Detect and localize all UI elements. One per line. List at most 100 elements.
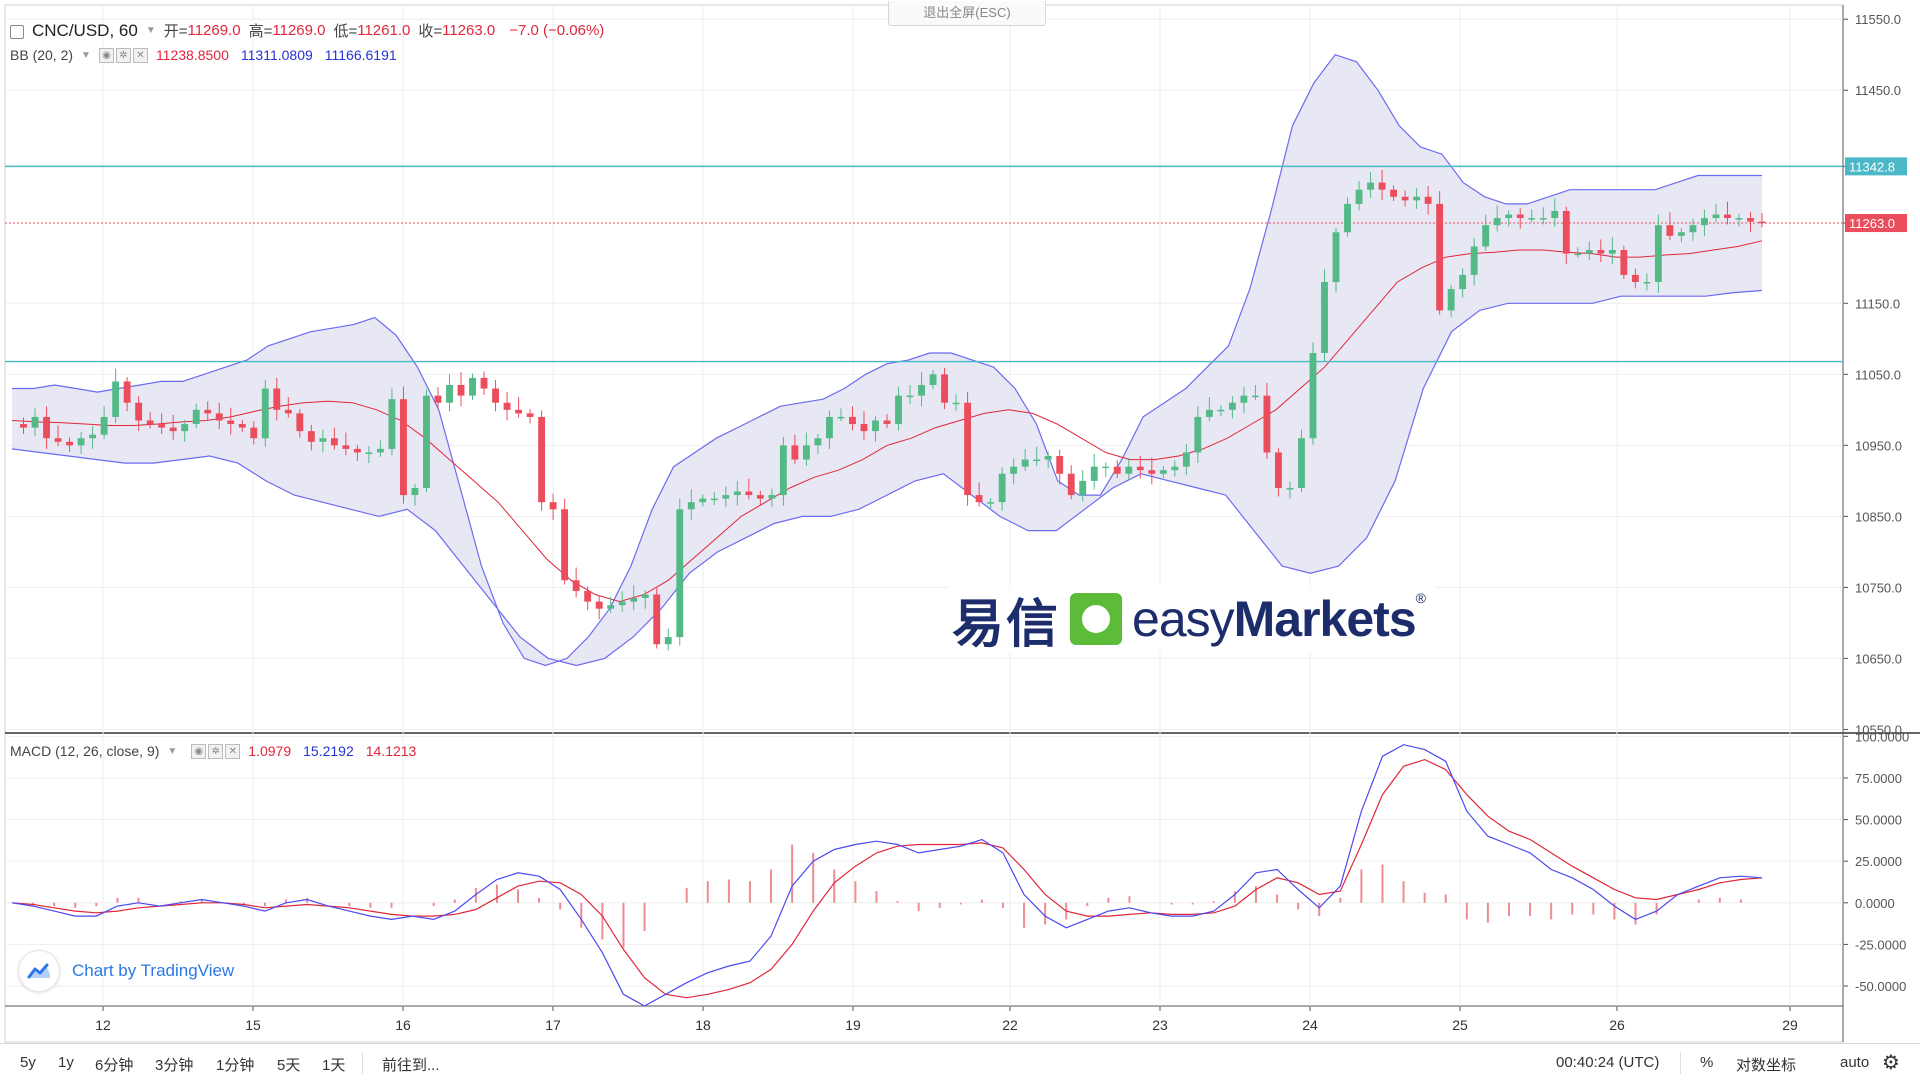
macd-line xyxy=(11,744,1763,1007)
eye-icon[interactable]: ◉ xyxy=(98,47,114,63)
macd-label[interactable]: MACD (12, 26, close, 9) xyxy=(10,743,160,759)
range-1d-button[interactable]: 1天 xyxy=(322,1057,346,1074)
candle-body xyxy=(66,441,73,446)
candle-body xyxy=(722,495,730,499)
percent-toggle[interactable]: % xyxy=(1700,1054,1714,1071)
chart-frame xyxy=(4,4,1844,1043)
close-icon[interactable]: ✕ xyxy=(132,47,148,63)
macd-signal-value: 14.1213 xyxy=(365,743,417,759)
candle-body xyxy=(1205,409,1213,417)
eye-icon[interactable]: ◉ xyxy=(191,743,207,759)
candle-body xyxy=(595,601,603,609)
clock-time[interactable]: 00:40:24 (UTC) xyxy=(1556,1054,1660,1071)
macd-signal-line xyxy=(11,758,1763,999)
x-tick-label: 15 xyxy=(245,1017,261,1033)
close-value: 11263.0 xyxy=(442,22,496,39)
x-tick-label: 25 xyxy=(1452,1017,1468,1033)
low-value: 11261.0 xyxy=(357,22,411,39)
tradingview-badge-label[interactable]: Chart by TradingView xyxy=(72,961,235,980)
x-tick-label: 12 xyxy=(95,1017,111,1033)
range-1min-button[interactable]: 1分钟 xyxy=(216,1057,255,1074)
y-tick-label: 10550.0 xyxy=(1855,722,1902,737)
bb-upper-line xyxy=(12,53,1762,667)
range-5y-button[interactable]: 5y xyxy=(20,1054,36,1071)
open-label: 开= xyxy=(163,23,188,40)
low-label: 低= xyxy=(333,23,358,40)
candle-body xyxy=(1113,466,1121,474)
candle-body xyxy=(457,384,465,396)
candle-body xyxy=(515,409,523,414)
auto-scale-toggle[interactable]: auto xyxy=(1840,1054,1870,1071)
candle-body xyxy=(745,491,753,496)
candle-body xyxy=(1459,274,1467,290)
candle-body xyxy=(1528,218,1536,220)
candle-body xyxy=(1735,218,1743,220)
candle-body xyxy=(1378,182,1386,190)
chevron-down-icon[interactable]: ▼ xyxy=(145,25,156,36)
y-tick-label: 10650.0 xyxy=(1855,651,1902,666)
candle-body xyxy=(918,384,925,396)
candle-body xyxy=(1424,196,1432,204)
candle-body xyxy=(1654,225,1662,282)
y-tick-label: 11150.0 xyxy=(1855,296,1900,311)
tradingview-badge[interactable]: Chart by TradingView xyxy=(18,950,234,992)
candle-body xyxy=(469,377,476,396)
range-3min-button[interactable]: 3分钟 xyxy=(155,1057,194,1074)
candle-body xyxy=(54,438,62,442)
goto-date-button[interactable]: 前往到... xyxy=(382,1057,440,1074)
candle-body xyxy=(158,424,166,428)
macd-legend: MACD (12, 26, close, 9) ▼ ◉ ✲ ✕ 1.0979 1… xyxy=(10,743,416,759)
collapse-icon[interactable] xyxy=(10,24,24,39)
gear-icon[interactable]: ✲ xyxy=(115,47,131,63)
bb-label[interactable]: BB (20, 2) xyxy=(10,47,74,63)
range-1y-button[interactable]: 1y xyxy=(58,1054,74,1071)
candle-body xyxy=(20,424,27,428)
candle-body xyxy=(664,637,672,645)
candle-body xyxy=(1643,281,1651,284)
x-tick-label: 26 xyxy=(1609,1017,1625,1033)
candle-body xyxy=(411,487,419,496)
candle-body xyxy=(998,473,1006,503)
log-scale-toggle[interactable]: 对数坐标 xyxy=(1736,1057,1797,1074)
candle-body xyxy=(1044,456,1052,460)
open-value: 11269.0 xyxy=(187,22,241,39)
gear-icon[interactable]: ✲ xyxy=(208,743,224,759)
range-5d-button[interactable]: 5天 xyxy=(277,1057,301,1074)
candle-body xyxy=(1367,182,1374,190)
candle-body xyxy=(768,495,776,499)
candle-body xyxy=(1574,253,1582,256)
candle-body xyxy=(1033,459,1041,462)
candle-body xyxy=(779,445,787,496)
candle-body xyxy=(1482,225,1490,247)
candle-body xyxy=(802,445,810,460)
x-tick-label: 17 xyxy=(545,1017,561,1033)
y-tick-label: 11450.0 xyxy=(1855,83,1901,98)
tradingview-logo-icon[interactable] xyxy=(18,950,60,992)
y-tick-label: 10950.0 xyxy=(1855,438,1902,453)
candle-body xyxy=(710,498,718,501)
candle-body xyxy=(1321,281,1328,354)
candle-body xyxy=(1747,218,1754,222)
candle-body xyxy=(492,388,499,403)
candle-body xyxy=(1148,470,1156,474)
symbol-legend: CNC/USD, 60 ▼ 开= 11269.0 高= 11269.0 低= 1126… xyxy=(10,20,604,41)
candle-body xyxy=(227,420,235,425)
x-tick-label: 24 xyxy=(1302,1017,1318,1033)
y-tick-label: 11050.0 xyxy=(1855,367,1901,382)
candle-body xyxy=(123,381,131,403)
candle-body xyxy=(929,374,937,385)
candle-body xyxy=(1608,250,1616,254)
easymarkets-watermark: 易信 easyMarkets® xyxy=(948,586,1436,655)
candle-body xyxy=(1021,459,1029,467)
candle-body xyxy=(1505,214,1513,219)
close-icon[interactable]: ✕ xyxy=(225,743,241,759)
gear-icon[interactable]: ⚙ xyxy=(1882,1052,1900,1074)
y-tick-label: -50.0000 xyxy=(1855,979,1906,994)
chevron-down-icon[interactable]: ▼ xyxy=(167,745,178,757)
candle-body xyxy=(89,434,97,439)
range-6min-button[interactable]: 6分钟 xyxy=(95,1057,134,1074)
exit-fullscreen-button[interactable]: 退出全屏(ESC) xyxy=(888,1,1046,26)
chevron-down-icon[interactable]: ▼ xyxy=(81,49,91,61)
symbol-label[interactable]: CNC/USD, 60 xyxy=(32,20,138,40)
